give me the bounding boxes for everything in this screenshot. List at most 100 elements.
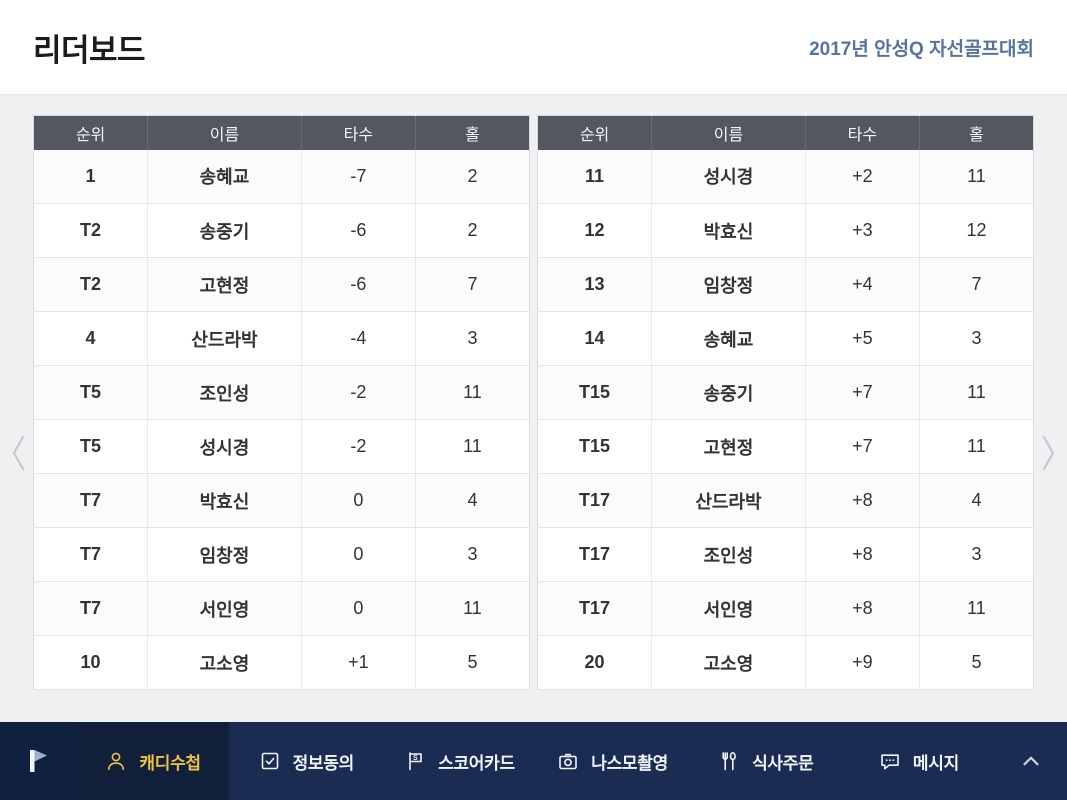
hole-cell: 4: [919, 473, 1034, 528]
name-cell: 임창정: [147, 527, 302, 582]
nav-items: 캐디수첩 정보동의 S 스코어카드: [76, 722, 995, 800]
table-row: T2 송중기 -6 2: [33, 203, 530, 258]
table-row: T17 서인영 +8 11: [537, 581, 1034, 636]
consent-checkbox-icon: [258, 749, 282, 773]
strokes-cell: +8: [805, 527, 920, 582]
strokes-cell: +7: [805, 365, 920, 420]
rank-cell: T5: [33, 419, 149, 474]
table-row: 14 송혜교 +5 3: [537, 311, 1034, 366]
strokes-cell: +8: [805, 581, 920, 636]
strokes-cell: +7: [805, 419, 920, 474]
name-cell: 고소영: [651, 635, 806, 690]
strokes-cell: -2: [301, 365, 416, 420]
rank-cell: 20: [537, 635, 653, 690]
rank-cell: T7: [33, 473, 149, 528]
name-cell: 박효신: [147, 473, 302, 528]
strokes-cell: +1: [301, 635, 416, 690]
rank-cell: T17: [537, 581, 653, 636]
name-cell: 조인성: [147, 365, 302, 420]
table-header-row: 순위 이름 타수 홀: [537, 115, 1034, 150]
hole-cell: 3: [415, 311, 530, 366]
nav-label: 메시지: [912, 753, 959, 773]
rank-cell: T17: [537, 527, 653, 582]
name-cell: 조인성: [651, 527, 806, 582]
table-row: 4 산드라박 -4 3: [33, 311, 530, 366]
strokes-cell: +5: [805, 311, 920, 366]
strokes-cell: 0: [301, 581, 416, 636]
page-title: 리더보드: [33, 32, 146, 68]
strokes-cell: -2: [301, 419, 416, 474]
hole-cell: 11: [415, 419, 530, 474]
strokes-cell: -6: [301, 257, 416, 312]
table-row: T17 조인성 +8 3: [537, 527, 1034, 582]
rank-cell: T2: [33, 203, 149, 258]
strokes-cell: +8: [805, 473, 920, 528]
column-header-name: 이름: [651, 115, 806, 150]
rank-cell: T7: [33, 581, 149, 636]
strokes-cell: +3: [805, 203, 920, 258]
column-header-hole: 홀: [415, 115, 530, 150]
rank-cell: T15: [537, 365, 653, 420]
hole-cell: 11: [415, 581, 530, 636]
rank-cell: 10: [33, 635, 149, 690]
nav-label: 나스모촬영: [591, 753, 668, 773]
table-row: T15 송중기 +7 11: [537, 365, 1034, 420]
prev-page-arrow-icon[interactable]: [6, 425, 32, 481]
table-row: 13 임창정 +4 7: [537, 257, 1034, 312]
table-row: T7 임창정 0 3: [33, 527, 530, 582]
nav-item-info-consent[interactable]: 정보동의: [229, 722, 382, 800]
hole-cell: 11: [919, 581, 1034, 636]
collapse-nav-chevron-up-icon[interactable]: [995, 722, 1067, 800]
app-logo-icon: [30, 750, 47, 772]
strokes-cell: -4: [301, 311, 416, 366]
nav-label: 식사주문: [752, 753, 814, 773]
strokes-cell: -7: [301, 149, 416, 204]
hole-cell: 2: [415, 149, 530, 204]
nav-item-nasmo-recording[interactable]: 나스모촬영: [536, 722, 689, 800]
column-header-hole: 홀: [919, 115, 1034, 150]
message-bubble-icon: [878, 749, 902, 773]
hole-cell: 7: [919, 257, 1034, 312]
rank-cell: 14: [537, 311, 653, 366]
app-logo[interactable]: [0, 722, 76, 800]
hole-cell: 11: [415, 365, 530, 420]
table-row: 20 고소영 +9 5: [537, 635, 1034, 690]
rank-cell: 13: [537, 257, 653, 312]
rank-cell: T17: [537, 473, 653, 528]
nav-item-caddie-notebook[interactable]: 캐디수첩: [76, 722, 230, 800]
table-row: 12 박효신 +3 12: [537, 203, 1034, 258]
table-row: T5 조인성 -2 11: [33, 365, 530, 420]
hole-cell: 2: [415, 203, 530, 258]
name-cell: 송혜교: [147, 149, 302, 204]
table-header-row: 순위 이름 타수 홀: [33, 115, 530, 150]
meal-cutlery-icon: [717, 749, 741, 773]
hole-cell: 12: [919, 203, 1034, 258]
nav-item-scorecard[interactable]: S 스코어카드: [382, 722, 535, 800]
hole-cell: 5: [919, 635, 1034, 690]
next-page-arrow-icon[interactable]: [1035, 425, 1061, 481]
nav-label: 스코어카드: [438, 753, 515, 773]
table-row: 11 성시경 +2 11: [537, 149, 1034, 204]
strokes-cell: +9: [805, 635, 920, 690]
name-cell: 송중기: [147, 203, 302, 258]
hole-cell: 5: [415, 635, 530, 690]
rank-cell: T5: [33, 365, 149, 420]
bottom-navigation-bar: 캐디수첩 정보동의 S 스코어카드: [0, 722, 1067, 800]
nav-label: 정보동의: [292, 753, 355, 773]
rank-cell: 1: [33, 149, 149, 204]
column-header-rank: 순위: [33, 115, 149, 150]
table-row: T5 성시경 -2 11: [33, 419, 530, 474]
name-cell: 고현정: [147, 257, 302, 312]
hole-cell: 11: [919, 149, 1034, 204]
hole-cell: 11: [919, 419, 1034, 474]
nav-item-message[interactable]: 메시지: [842, 722, 995, 800]
scorecard-flag-icon: S: [403, 749, 427, 773]
leaderboard-table-right: 순위 이름 타수 홀 11 성시경 +2 11 12: [537, 115, 1034, 690]
table-row: 1 송혜교 -7 2: [33, 149, 530, 204]
strokes-cell: +2: [805, 149, 920, 204]
name-cell: 송중기: [651, 365, 806, 420]
name-cell: 임창정: [651, 257, 806, 312]
table-row: T7 박효신 0 4: [33, 473, 530, 528]
hole-cell: 3: [919, 527, 1034, 582]
nav-item-meal-order[interactable]: 식사주문: [689, 722, 842, 800]
